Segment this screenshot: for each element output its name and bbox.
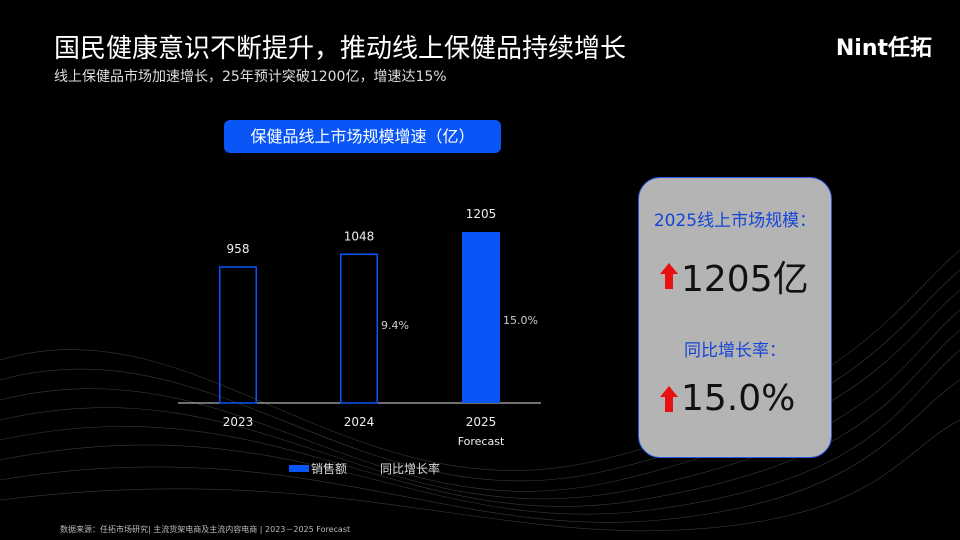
legend-label: 销售额 [311, 462, 348, 476]
legend-label: 同比增长率 [380, 462, 441, 476]
legend-sales: 销售额 [289, 460, 347, 477]
x-tick-label: 2023 [223, 415, 254, 429]
chart-title: 保健品线上市场规模增速（亿） [224, 120, 501, 153]
value-label: 958 [227, 242, 250, 256]
growth-rate-label: 同比增长率： [684, 341, 786, 361]
growth-rate-value: 15.0% [659, 378, 795, 419]
summary-card: 2025线上市场规模： 1205亿 同比增长率： 15.0% [638, 177, 832, 458]
value-label: 1048 [344, 229, 375, 243]
bar-2025 [462, 232, 500, 403]
value-label: 1205 [466, 207, 497, 221]
market-size-text: 1205亿 [681, 259, 809, 300]
growth-rate-text: 15.0% [681, 378, 796, 419]
up-arrow-icon [660, 263, 678, 289]
bar-2023 [219, 266, 257, 404]
x-tick-label: 2025 [466, 415, 497, 429]
legend-growth: 同比增长率 [380, 460, 440, 477]
growth-label: 9.4% [381, 319, 409, 332]
bar-2024 [340, 253, 378, 404]
data-source: 数据来源：任拓市场研究| 主流货架电商及主流内容电商 | 2023－2025 F… [60, 525, 351, 534]
page-subtitle: 线上保健品市场加速增长，25年预计突破1200亿，增速达15% [54, 69, 447, 85]
legend-swatch [289, 465, 309, 472]
market-size-label: 2025线上市场规模： [653, 211, 817, 231]
x-tick-label: 2024 [344, 415, 375, 429]
brand-logo: Nint任拓 [835, 36, 932, 61]
market-size-value: 1205亿 [659, 250, 809, 302]
up-arrow-icon [660, 385, 678, 412]
x-tick-sublabel: Forecast [458, 435, 505, 448]
page-title: 国民健康意识不断提升，推动线上保健品持续增长 [54, 34, 627, 64]
growth-label: 15.0% [503, 314, 538, 327]
